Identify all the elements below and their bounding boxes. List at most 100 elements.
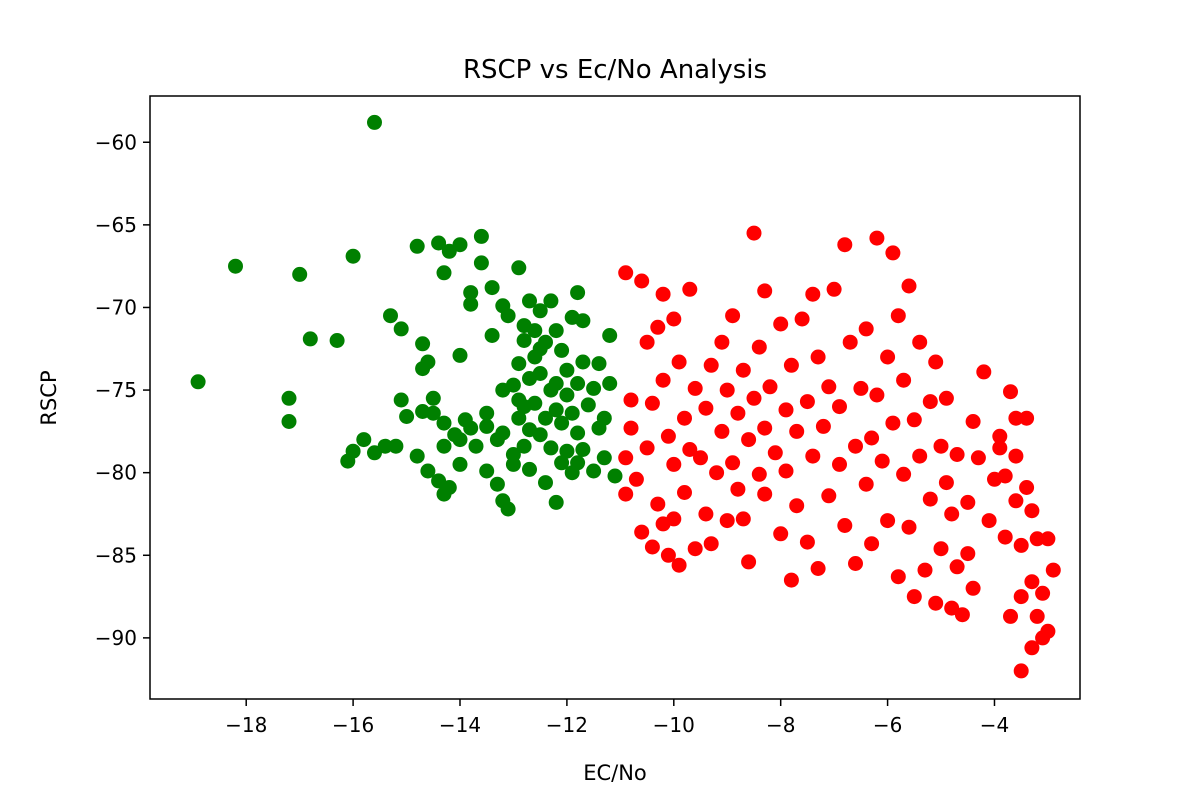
data-point — [190, 374, 206, 390]
data-point — [441, 243, 457, 259]
data-point — [607, 468, 623, 484]
data-point — [591, 356, 607, 372]
data-point — [532, 427, 548, 443]
data-point — [890, 569, 906, 585]
ticks-layer: −18 −16 −14 −12 −10 −8 −6 −4 −60 −65 −70 −75 −80 −85 −… — [95, 130, 1009, 737]
data-point — [730, 405, 746, 421]
data-point — [500, 501, 516, 517]
data-point — [522, 461, 537, 477]
data-point — [773, 316, 789, 332]
x-tick-label: −14 — [439, 713, 481, 737]
data-point — [778, 463, 794, 479]
data-point — [452, 347, 468, 363]
data-point — [666, 311, 682, 327]
x-tick-label: −18 — [225, 713, 267, 737]
data-point — [409, 238, 425, 254]
data-point — [425, 405, 441, 421]
data-point — [1013, 537, 1029, 553]
data-point — [570, 376, 586, 391]
data-point — [431, 235, 447, 251]
data-point — [970, 450, 986, 466]
data-point — [992, 428, 1008, 444]
y-tick-label: −70 — [95, 295, 137, 319]
data-point — [452, 432, 468, 448]
data-point — [644, 539, 660, 555]
data-point — [901, 519, 917, 535]
data-point — [644, 395, 660, 411]
data-point — [677, 485, 692, 500]
data-point — [634, 273, 650, 289]
data-point — [896, 372, 912, 388]
data-point — [1024, 640, 1040, 656]
data-point — [709, 465, 725, 481]
data-point — [554, 455, 570, 471]
data-point — [757, 283, 773, 299]
data-point — [682, 442, 698, 457]
data-point — [559, 362, 575, 378]
data-point — [570, 425, 586, 441]
data-point — [767, 445, 783, 461]
data-point — [548, 494, 564, 510]
data-point — [596, 450, 612, 466]
data-point — [746, 390, 762, 406]
data-point — [425, 390, 441, 406]
data-point — [735, 362, 751, 378]
data-point — [730, 481, 746, 497]
data-point — [377, 438, 393, 454]
data-point — [511, 260, 527, 276]
data-point — [420, 463, 436, 479]
data-point — [832, 399, 847, 415]
data-point — [1029, 608, 1045, 624]
data-point — [383, 308, 398, 324]
data-point — [436, 415, 452, 431]
data-point — [650, 496, 666, 512]
data-point — [655, 372, 671, 388]
data-point — [532, 303, 548, 319]
data-point — [933, 438, 949, 454]
data-point — [575, 442, 591, 457]
data-point — [869, 387, 885, 403]
data-point — [960, 494, 976, 510]
data-point — [367, 445, 382, 461]
x-tick-label: −6 — [873, 713, 902, 737]
data-point — [703, 357, 719, 373]
data-point — [773, 526, 789, 542]
data-point — [864, 536, 880, 552]
data-point — [554, 342, 570, 358]
data-point — [821, 488, 837, 504]
data-point — [409, 448, 425, 464]
data-point — [810, 561, 826, 576]
data-point — [789, 498, 805, 514]
data-point — [858, 321, 874, 337]
data-point — [281, 414, 297, 429]
y-tick-label: −60 — [95, 130, 137, 154]
data-point — [1008, 448, 1024, 464]
data-point — [548, 376, 564, 391]
data-point — [693, 450, 708, 466]
data-point — [500, 308, 516, 324]
data-point — [639, 334, 655, 350]
data-point — [714, 334, 730, 350]
data-point — [580, 397, 596, 413]
data-point — [848, 438, 863, 454]
data-point — [949, 447, 965, 462]
data-point — [543, 440, 559, 456]
data-point — [489, 476, 505, 492]
data-point — [890, 308, 906, 324]
data-point — [522, 293, 537, 309]
data-point — [912, 448, 928, 464]
data-point — [869, 230, 885, 246]
data-point — [864, 430, 880, 446]
data-point — [666, 456, 682, 472]
data-point — [345, 248, 361, 264]
data-point — [505, 456, 521, 472]
x-tick-label: −4 — [980, 713, 1009, 737]
data-point — [538, 475, 553, 491]
data-point — [463, 420, 479, 436]
data-point — [799, 534, 815, 550]
data-point — [436, 265, 452, 281]
data-point — [463, 285, 479, 301]
data-point — [799, 394, 815, 410]
data-point — [880, 513, 896, 529]
y-tick-label: −80 — [95, 461, 137, 485]
